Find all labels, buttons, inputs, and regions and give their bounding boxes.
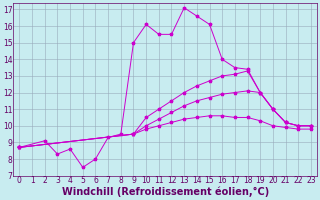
X-axis label: Windchill (Refroidissement éolien,°C): Windchill (Refroidissement éolien,°C) bbox=[61, 187, 269, 197]
